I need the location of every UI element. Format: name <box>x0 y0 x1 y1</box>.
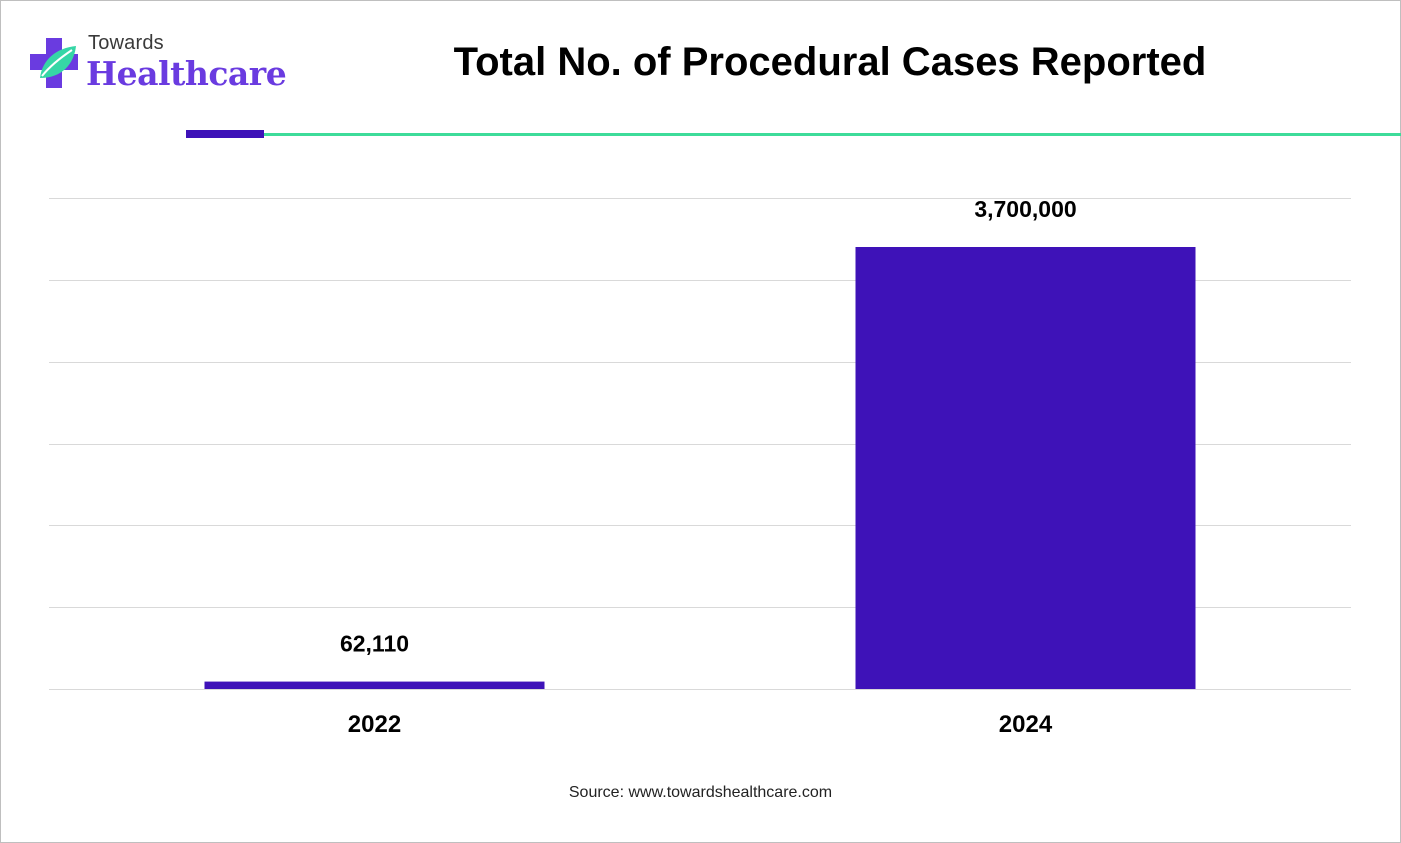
brand-logo: Towards Healthcare <box>28 32 287 102</box>
x-tick-label-2024: 2024 <box>999 711 1053 738</box>
source-note: Source: www.towardshealthcare.com <box>568 784 833 801</box>
data-label-2024: 3,700,000 <box>974 196 1076 222</box>
chart-title: Total No. of Procedural Cases Reported <box>453 40 1207 84</box>
data-label-2022: 62,110 <box>340 631 409 657</box>
title-accent-bar <box>186 130 264 138</box>
medical-cross-leaf-icon <box>30 38 78 88</box>
logo-text-bottom: Healthcare <box>86 54 287 93</box>
title-underline <box>264 133 1401 136</box>
logo-text-top: Towards <box>88 32 164 54</box>
bar-2024 <box>855 247 1196 689</box>
x-tick-label-2022: 2022 <box>348 711 401 738</box>
bar-2022 <box>204 681 545 689</box>
